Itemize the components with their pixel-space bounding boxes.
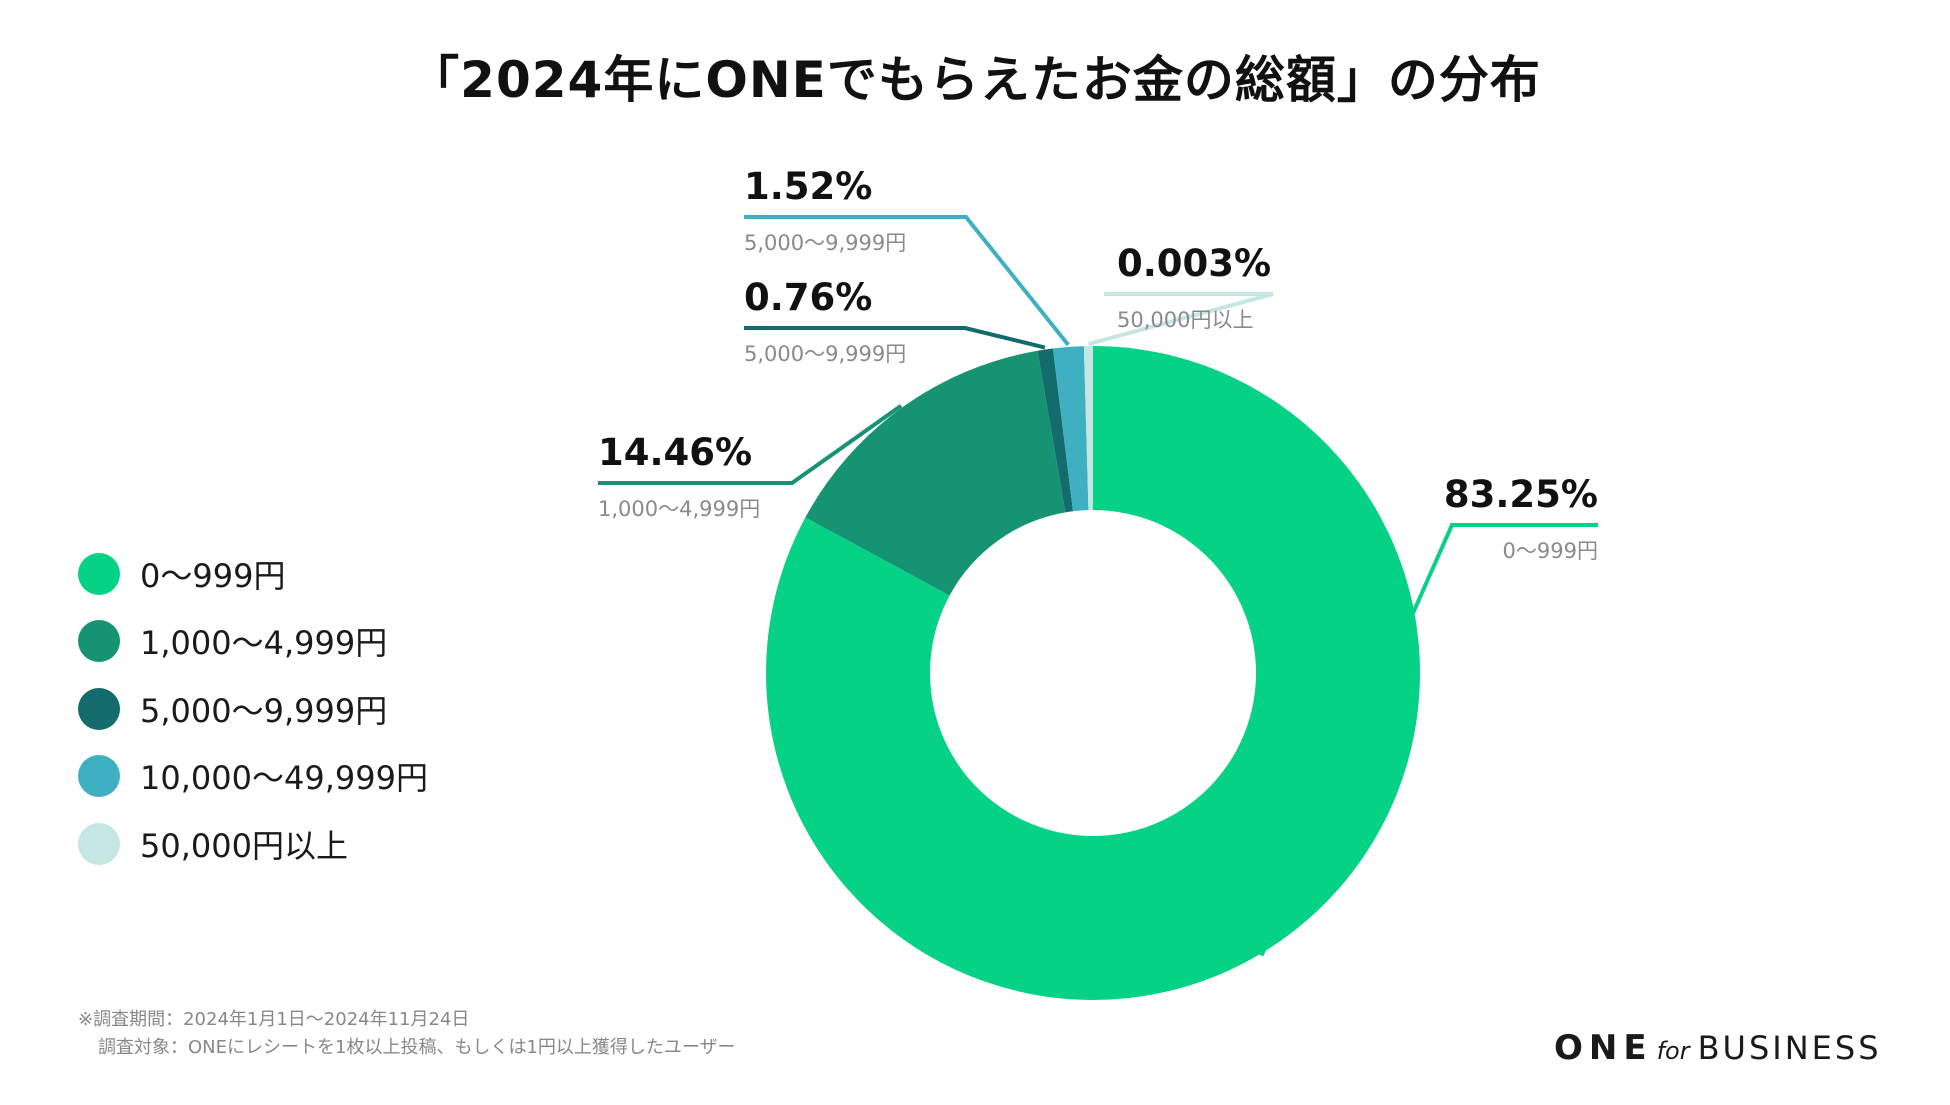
data-label-range: 1,000〜4,999円 (598, 497, 760, 521)
legend-label: 0〜999円 (140, 556, 286, 595)
data-label-percent: 0.003% (1117, 242, 1271, 285)
data-label-range: 5,000〜9,999円 (744, 231, 906, 255)
logo-for-text: for (1656, 1037, 1690, 1065)
legend-item: 5,000〜9,999円 (78, 675, 428, 743)
legend-item: 50,000円以上 (78, 810, 428, 878)
logo-business-text: BUSINESS (1697, 1029, 1882, 1067)
data-label-range: 50,000円以上 (1117, 308, 1253, 332)
legend-label: 10,000〜49,999円 (140, 759, 428, 798)
chart-title: 「2024年にONEでもらえたお金の総額」の分布 (409, 51, 1541, 109)
donut-slice (805, 350, 1066, 596)
legend-label: 50,000円以上 (140, 826, 348, 865)
data-label-percent: 0.76% (744, 276, 872, 319)
callout-line (1087, 292, 1274, 346)
data-label-range: 0〜999円 (1503, 539, 1598, 563)
logo-one-text: ONE (1554, 1028, 1653, 1068)
callout-line (744, 215, 1070, 347)
legend-item: 10,000〜49,999円 (78, 743, 428, 811)
donut-slice (1083, 346, 1093, 511)
legend-swatch (78, 822, 120, 865)
footnote: ※調査期間：2024年1月1日〜2024年11月24日 調査対象：ONEにレシー… (78, 1006, 736, 1062)
legend-swatch (78, 755, 120, 798)
legend-item: 1,000〜4,999円 (78, 608, 428, 676)
data-label-percent: 83.25% (1444, 473, 1598, 516)
legend-swatch (78, 552, 120, 595)
data-label-range: 5,000〜9,999円 (744, 342, 906, 366)
donut-slice (766, 346, 1420, 1001)
legend-swatch (78, 620, 120, 663)
footnote-target: 調査対象：ONEにレシートを1枚以上投稿、もしくは1円以上獲得したユーザー (98, 1037, 736, 1058)
data-label-percent: 1.52% (744, 165, 872, 208)
legend-label: 1,000〜4,999円 (140, 624, 388, 663)
donut-slice (1037, 348, 1074, 513)
callout-line (744, 326, 1046, 350)
footnote-period: ※調査期間：2024年1月1日〜2024年11月24日 (78, 1009, 470, 1030)
donut-slice (1052, 346, 1089, 512)
legend-swatch (78, 687, 120, 730)
callout-line (598, 404, 903, 485)
data-label-percent: 14.46% (598, 431, 752, 474)
legend: 0〜999円 1,000〜4,999円 5,000〜9,999円 10,000〜… (78, 540, 428, 878)
legend-label: 5,000〜9,999円 (140, 691, 388, 730)
brand-logo: ONE for BUSINESS (1554, 1028, 1882, 1068)
legend-item: 0〜999円 (78, 540, 428, 608)
callout-line (1259, 523, 1598, 957)
